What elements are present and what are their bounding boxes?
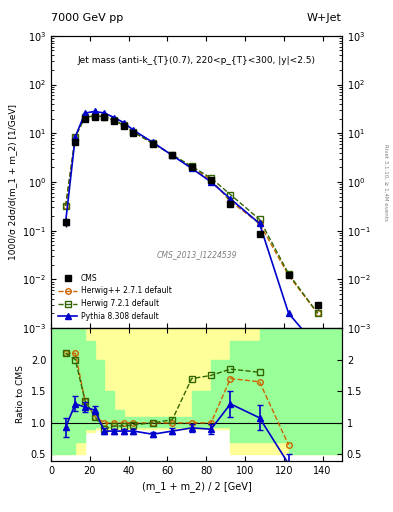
Y-axis label: Ratio to CMS: Ratio to CMS — [16, 366, 25, 423]
Text: CMS_2013_I1224539: CMS_2013_I1224539 — [156, 250, 237, 260]
Legend: CMS, Herwig++ 2.7.1 default, Herwig 7.2.1 default, Pythia 8.308 default: CMS, Herwig++ 2.7.1 default, Herwig 7.2.… — [55, 271, 175, 324]
Text: 7000 GeV pp: 7000 GeV pp — [51, 13, 123, 23]
Text: Jet mass (anti-k_{T}(0.7), 220<p_{T}<300, |y|<2.5): Jet mass (anti-k_{T}(0.7), 220<p_{T}<300… — [77, 56, 316, 66]
Text: Rivet 3.1.10, ≥ 1.4M events: Rivet 3.1.10, ≥ 1.4M events — [383, 143, 388, 220]
Y-axis label: 1000/σ 2dσ/d(m_1 + m_2) [1/GeV]: 1000/σ 2dσ/d(m_1 + m_2) [1/GeV] — [8, 104, 17, 260]
X-axis label: (m_1 + m_2) / 2 [GeV]: (m_1 + m_2) / 2 [GeV] — [141, 481, 252, 492]
Text: W+Jet: W+Jet — [307, 13, 342, 23]
